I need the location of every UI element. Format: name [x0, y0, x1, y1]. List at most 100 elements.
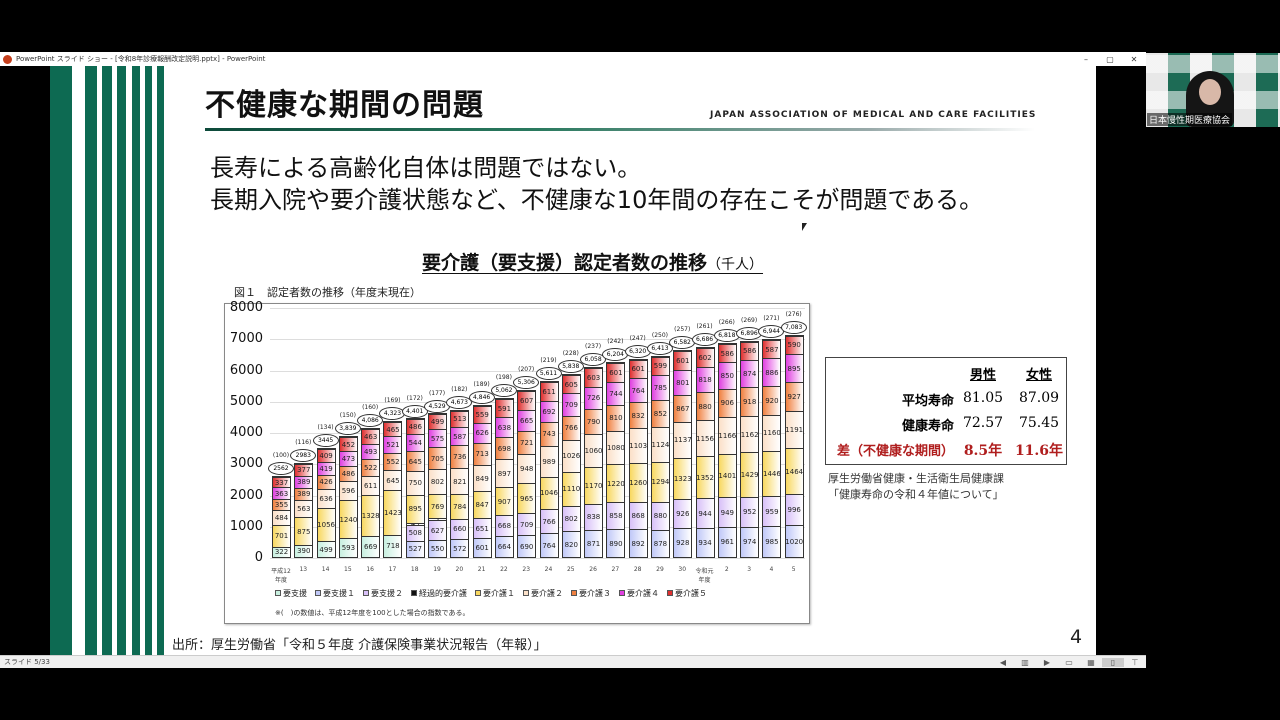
- bar-segment: 601: [473, 538, 491, 557]
- bar-segment: 766: [540, 509, 558, 534]
- bar-segment: 926: [674, 499, 692, 528]
- bar-segment: 948: [518, 453, 536, 484]
- bar-segment: 874: [741, 359, 759, 388]
- bar-segment: 486: [339, 465, 357, 482]
- legend-swatch: [475, 590, 481, 596]
- bar-segment: 627: [429, 520, 447, 540]
- x-tick-label: 5: [791, 566, 796, 573]
- stacked-bar: 5506272769802705575499: [428, 412, 448, 558]
- bar-index-label: (247): [629, 334, 646, 342]
- bar-segment: 493: [362, 443, 380, 460]
- bar-segment: 818: [696, 366, 714, 393]
- bar-index-label: (228): [562, 349, 579, 357]
- bar-segment: 452: [339, 437, 357, 452]
- bar-segment: 769: [429, 494, 447, 519]
- normal-view-button[interactable]: ▭: [1065, 657, 1073, 667]
- close-button[interactable]: ✕: [1130, 54, 1138, 64]
- bar-segment: 1446: [763, 451, 781, 497]
- slide-canvas[interactable]: 不健康な期間の問題 JAPAN ASSOCIATION OF MEDICAL A…: [50, 66, 1096, 655]
- y-tick-label: 1000: [229, 518, 263, 534]
- stacked-bar: 322 701 484 355 363 337: [272, 475, 291, 558]
- window-title: PowerPoint スライド ショー - [令和8年診療報酬改定説明.pptx…: [16, 55, 266, 63]
- slide-menu-button[interactable]: ▥: [1021, 657, 1029, 667]
- x-tick-label: 22: [500, 566, 508, 573]
- bar-segment: 709: [562, 393, 580, 416]
- x-tick-label: 14: [321, 566, 330, 573]
- bar-segment: 587: [763, 340, 781, 359]
- bar-index-label: (177): [428, 390, 446, 398]
- x-tick-label: 25: [566, 566, 575, 573]
- bar-segment: 1170: [585, 467, 603, 504]
- bar-segment: 645: [384, 469, 402, 491]
- bar-segment: 849: [473, 464, 491, 492]
- legend-swatch: [411, 590, 417, 596]
- bar-segment: 867: [674, 395, 692, 423]
- bar-segment: 1352: [696, 456, 714, 499]
- bar-index-label: (237): [585, 342, 602, 350]
- bar-index-label: (276): [785, 310, 802, 318]
- bar-segment: 575: [429, 429, 447, 448]
- decorative-stripe: [102, 66, 112, 655]
- legend-item: 要介護３: [571, 588, 611, 599]
- slideshow-button[interactable]: ⊤: [1131, 657, 1139, 667]
- legend-item: 要支援１: [315, 588, 355, 599]
- bar-segment: 463: [362, 429, 380, 444]
- decorative-stripe: [132, 66, 140, 655]
- gridline: [270, 339, 805, 341]
- bar-index-label: (100): [272, 451, 290, 459]
- legend-swatch: [315, 590, 321, 596]
- bar-segment: 721: [518, 430, 536, 454]
- bar-segment: 802: [429, 469, 447, 495]
- bar-total-label: 4,673: [446, 395, 473, 409]
- bar-segment: 572: [451, 539, 469, 557]
- bar-segment: 1323: [674, 457, 692, 500]
- bar-segment: 2: [429, 518, 447, 521]
- bar-segment: 587: [451, 427, 469, 446]
- bar-segment: 322: [273, 546, 290, 557]
- bar-segment: 949: [718, 497, 736, 527]
- legend-item: 要介護２: [523, 588, 563, 599]
- bar-segment: 1423: [384, 490, 402, 535]
- bar-segment: 599: [651, 356, 669, 376]
- bar-segment: 1056: [317, 508, 335, 542]
- table-row: 差（不健康な期間） 8.5年 11.6年: [826, 440, 1066, 464]
- bar-index-label: (116): [295, 438, 312, 446]
- body-line-2: 長期入院や要介護状態など、不健康な10年間の存在こそが問題である。: [210, 186, 984, 214]
- x-tick-label: 19: [433, 566, 441, 573]
- bar-segment: 743: [540, 422, 558, 446]
- bar-segment: 601: [607, 363, 625, 382]
- bar-segment: 766: [562, 415, 580, 440]
- legend-item: 要支援２: [363, 588, 403, 599]
- bar-segment: 785: [651, 375, 669, 400]
- bar-segment: 499: [317, 541, 335, 557]
- bar-segment: 645: [406, 451, 424, 472]
- table-source: 厚生労働省健康・生活衛生局健康課 「健康寿命の令和４年値について」: [828, 471, 1004, 503]
- bar-segment: 473: [339, 451, 357, 466]
- bar-segment: 880: [651, 502, 669, 530]
- bar-segment: 611: [540, 381, 558, 401]
- bar-segment: 550: [429, 539, 447, 557]
- x-tick-label: 3: [747, 566, 752, 573]
- bar-segment: 669: [362, 536, 380, 557]
- bar-segment: 1162: [741, 415, 759, 453]
- next-slide-button[interactable]: ▶: [1043, 657, 1051, 667]
- slide-sorter-button[interactable]: ▦: [1087, 657, 1095, 667]
- bar-segment: 1080: [607, 430, 625, 465]
- restore-button[interactable]: ▢: [1106, 54, 1114, 64]
- chart-footnote: ※( )の数値は、平成12年度を100とした場合の指数である。: [275, 609, 470, 617]
- legend-swatch: [667, 590, 673, 596]
- window-titlebar: PowerPoint スライド ショー - [令和8年診療報酬改定説明.pptx…: [0, 52, 1146, 66]
- previous-slide-button[interactable]: ◀: [999, 657, 1007, 667]
- x-tick-label: 17: [388, 566, 397, 573]
- y-tick-label: 5000: [229, 393, 263, 409]
- reading-view-button[interactable]: ▯: [1102, 657, 1124, 667]
- x-tick-label: 16: [366, 566, 374, 573]
- bar-segment: 603: [585, 367, 603, 387]
- bar-index-label: (219): [540, 356, 557, 364]
- bar-segment: 705: [429, 447, 447, 470]
- bar-segment: 802: [562, 506, 580, 532]
- slide-counter: スライド 5/33: [4, 658, 50, 666]
- bar-segment: 527: [406, 540, 424, 557]
- minimize-button[interactable]: –: [1084, 54, 1088, 64]
- x-tick-label: 13: [299, 566, 308, 573]
